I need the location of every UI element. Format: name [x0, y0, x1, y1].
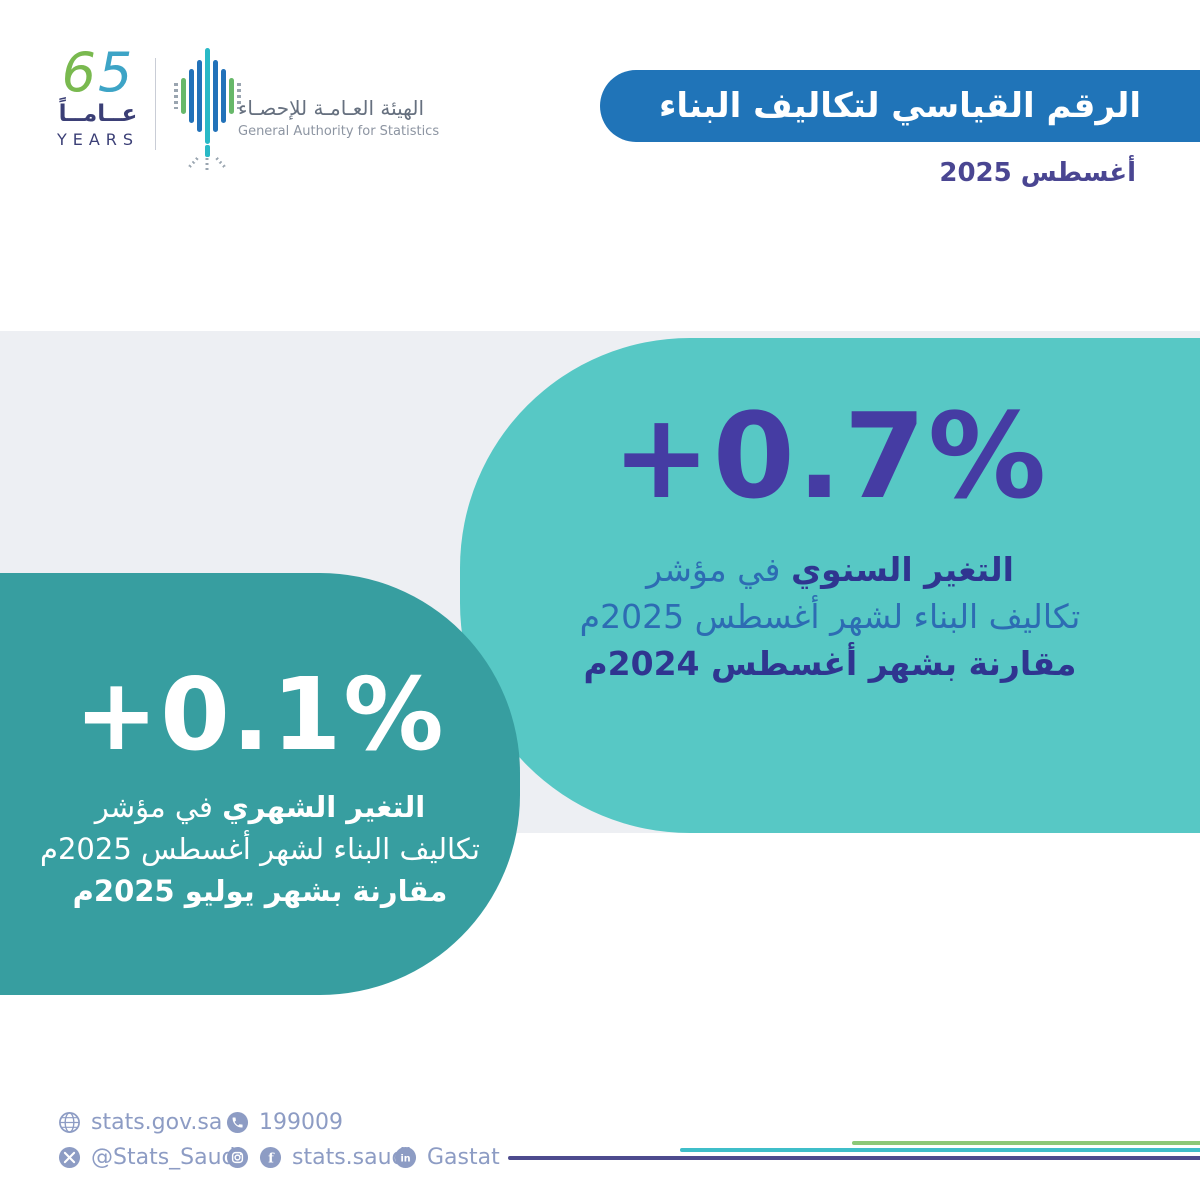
footer-x-label: @Stats_Saudi	[91, 1145, 242, 1170]
logo-bar	[220, 69, 226, 123]
svg-text:f: f	[268, 1150, 275, 1166]
logo-bar	[180, 78, 186, 114]
annual-caption-line1-rest: في مؤشر	[646, 549, 781, 589]
gastat-logo-icon	[170, 48, 244, 175]
annual-caption-line1-bold: التغير السنوي	[790, 549, 1014, 589]
period-label: أغسطس 2025	[939, 158, 1136, 188]
footer-phone[interactable]: 199009	[226, 1110, 343, 1135]
instagram-icon	[226, 1146, 249, 1169]
annual-change-value: +0.7%	[611, 387, 1049, 525]
svg-text:in: in	[400, 1153, 410, 1164]
monthly-caption-line2: تكاليف البناء لشهر أغسطس 2025م	[40, 832, 480, 866]
footer-social-link[interactable]: f stats.saudi	[226, 1145, 412, 1170]
logo-bar	[212, 60, 218, 132]
footer-phone-label: 199009	[259, 1110, 343, 1135]
years-digit: 5	[98, 41, 135, 104]
brand-line-purple	[508, 1156, 1200, 1160]
authority-name-arabic: الهيئة العـامـة للإحصـاء	[238, 96, 425, 120]
monthly-caption-line1-bold: التغير الشهري	[222, 790, 426, 824]
footer-social-label: stats.saudi	[292, 1145, 412, 1170]
logo-bar	[204, 48, 210, 144]
monthly-caption-line1: التغير الشهري في مؤشر	[0, 786, 520, 828]
logo-bar	[196, 60, 202, 132]
phone-icon	[226, 1111, 249, 1134]
title-banner: الرقم القياسي لتكاليف البناء	[600, 70, 1200, 142]
monthly-caption-line1-rest: في مؤشر	[94, 790, 213, 824]
facebook-icon: f	[259, 1146, 282, 1169]
annual-caption-line3: مقارنة بشهر أغسطس 2024م	[583, 643, 1077, 683]
brand-line-teal	[680, 1148, 1200, 1152]
monthly-change-card: +0.1% التغير الشهري في مؤشر تكاليف البنا…	[0, 573, 520, 995]
footer-website-label: stats.gov.sa	[91, 1110, 223, 1135]
footer-linkedin-label: Gastat	[427, 1145, 500, 1170]
authority-name-english: General Authority for Statistics	[238, 124, 440, 139]
monthly-caption-line3: مقارنة بشهر يوليو 2025م	[72, 874, 448, 908]
monthly-change-caption: التغير الشهري في مؤشر تكاليف البناء لشهر…	[0, 786, 520, 912]
logo-bar	[236, 83, 241, 109]
years-label-english: YEARS	[56, 130, 140, 149]
years-label-arabic: عــامــاً	[58, 101, 138, 127]
monthly-change-value: +0.1%	[74, 656, 446, 773]
years-number: 65	[50, 46, 146, 100]
logo-bar	[228, 78, 234, 114]
gastat-logo-bars	[170, 48, 244, 144]
logo-bar	[173, 83, 178, 109]
header-divider	[155, 58, 156, 150]
years-digit: 6	[61, 41, 98, 104]
authority-wordmark: الهيئة العـامـة للإحصـاء General Authori…	[238, 96, 453, 139]
logo-bar	[188, 69, 194, 123]
years-badge: 65 عــامــاً YEARS	[50, 46, 146, 150]
x-icon	[58, 1146, 81, 1169]
annual-change-caption: التغير السنوي في مؤشر تكاليف البناء لشهر…	[460, 546, 1200, 687]
page-title: الرقم القياسي لتكاليف البناء	[658, 86, 1142, 126]
globe-icon	[58, 1111, 81, 1134]
annual-caption-line1: التغير السنوي في مؤشر	[460, 546, 1200, 593]
annual-caption-line2: تكاليف البناء لشهر أغسطس 2025م	[579, 596, 1081, 636]
annual-change-card: +0.7% التغير السنوي في مؤشر تكاليف البنا…	[460, 338, 1200, 833]
logo-roots	[170, 156, 244, 175]
footer-linkedin-link[interactable]: in Gastat	[394, 1145, 500, 1170]
brand-line-green	[852, 1141, 1200, 1145]
linkedin-icon: in	[394, 1146, 417, 1169]
logo-trunk	[204, 145, 210, 157]
footer-x-link[interactable]: @Stats_Saudi	[58, 1145, 242, 1170]
footer-website-link[interactable]: stats.gov.sa	[58, 1110, 222, 1135]
